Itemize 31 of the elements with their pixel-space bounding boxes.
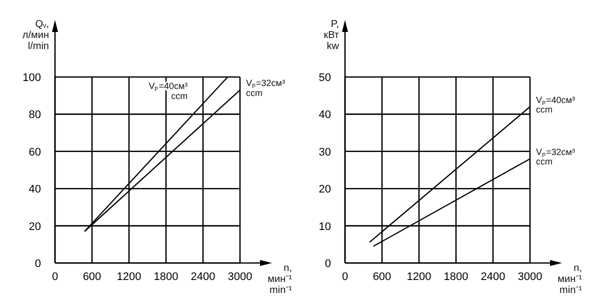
y-tick-label: 50 (318, 72, 331, 84)
x-axis-title: n, мин⁻¹ min⁻¹ (268, 263, 293, 296)
series-label: Vₚ=32см³ ccm (536, 146, 575, 167)
series-label: Vₚ=40см³ ccm (536, 94, 575, 115)
y-tick-label: 100 (22, 72, 41, 84)
y-tick-label: 20 (28, 220, 41, 233)
x-tick-label: 600 (82, 271, 102, 283)
x-tick-label: 2400 (480, 271, 506, 283)
x-tick-label: 1200 (406, 271, 432, 283)
series-label: Vₚ=32см³ ccm (246, 78, 285, 98)
x-axis-title: n, мин⁻¹ min⁻¹ (558, 263, 583, 296)
y-tick-label: 40 (28, 184, 41, 196)
x-tick-label: 3000 (228, 271, 252, 283)
x-tick-label: 1800 (444, 271, 468, 283)
y-axis-title: Qᵥ, л/мин l/min (22, 19, 49, 52)
x-tick-label: 1800 (154, 271, 178, 283)
y-tick-label: 80 (28, 109, 41, 122)
y-tick-label: 30 (318, 146, 331, 158)
x-tick-label: 1200 (116, 271, 142, 283)
y-tick-label: 10 (318, 220, 331, 233)
y-tick-label: 20 (318, 184, 331, 196)
y-axis-title: P, кВт kw (324, 19, 340, 52)
x-tick-label: 600 (372, 271, 392, 283)
x-tick-label: 2400 (190, 271, 216, 283)
y-tick-label: 0 (324, 258, 331, 270)
x-tick-label: 0 (342, 271, 348, 283)
y-tick-label: 40 (318, 109, 331, 122)
x-tick-label: 0 (52, 271, 58, 283)
x-tick-label: 3000 (518, 271, 542, 283)
y-tick-label: 60 (28, 146, 41, 158)
y-tick-label: 0 (34, 258, 41, 270)
